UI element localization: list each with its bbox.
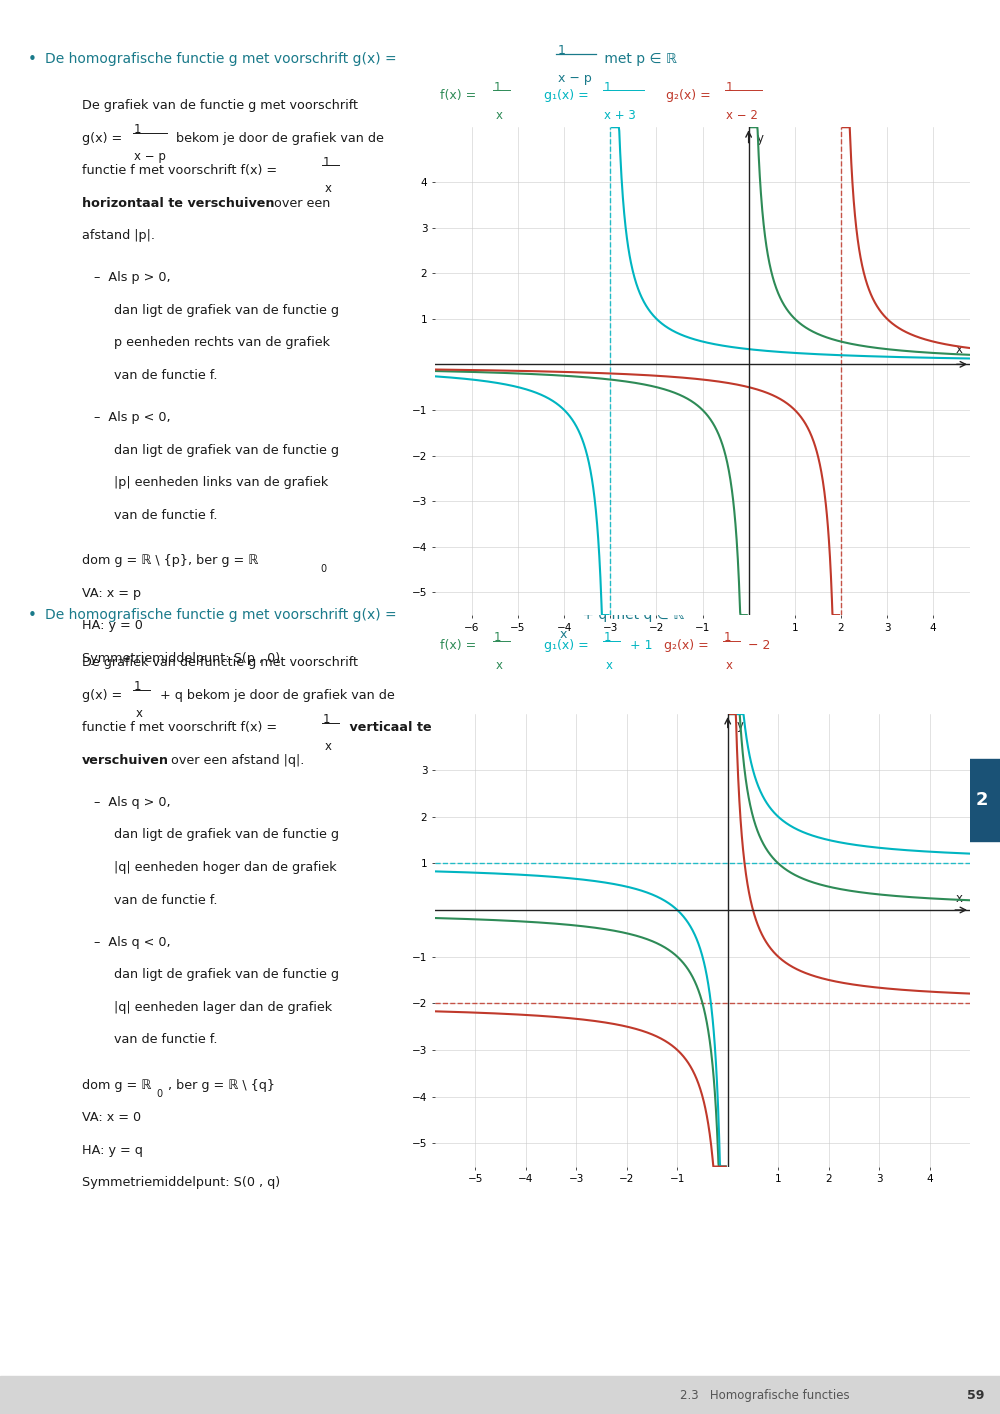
Text: + 1: + 1 [626,639,653,652]
Text: van de functie f.: van de functie f. [114,369,218,382]
Bar [963,759,1000,841]
Text: dom g = ℝ \ {p}, ber g = ℝ: dom g = ℝ \ {p}, ber g = ℝ [82,554,258,567]
Text: •: • [28,608,37,624]
Text: g₂(x) =: g₂(x) = [664,639,713,652]
Text: met p ∈ ℝ: met p ∈ ℝ [600,52,677,66]
Text: Symmetriemiddelpunt: S(p , 0): Symmetriemiddelpunt: S(p , 0) [82,652,280,665]
Text: |q| eenheden hoger dan de grafiek: |q| eenheden hoger dan de grafiek [114,861,337,874]
Text: x: x [956,344,963,356]
Text: |q| eenheden lager dan de grafiek: |q| eenheden lager dan de grafiek [114,1001,332,1014]
Text: 1: 1 [323,713,330,725]
Text: 1: 1 [604,631,612,643]
Text: horizontaal te verschuiven: horizontaal te verschuiven [82,197,274,209]
Text: 2.3   Homografische functies: 2.3 Homografische functies [680,1389,850,1403]
Text: verticaal te: verticaal te [345,721,432,734]
Text: x: x [496,109,503,122]
Text: De homografische functie g met voorschrift g(x) =: De homografische functie g met voorschri… [45,52,401,66]
Text: –  Als q < 0,: – Als q < 0, [94,936,171,949]
Bar [0,1376,1000,1414]
Text: over een: over een [270,197,330,209]
Text: De homografische functie g met voorschrift g(x) =: De homografische functie g met voorschri… [45,608,401,622]
Text: De grafiek van de functie g met voorschrift: De grafiek van de functie g met voorschr… [82,656,358,669]
Text: x: x [325,182,332,195]
Text: –  Als p > 0,: – Als p > 0, [94,271,171,284]
Text: dan ligt de grafiek van de functie g: dan ligt de grafiek van de functie g [114,304,339,317]
Text: + q bekom je door de grafiek van de: + q bekom je door de grafiek van de [156,689,395,701]
Text: x: x [136,707,143,720]
Text: g₁(x) =: g₁(x) = [544,639,593,652]
Text: dan ligt de grafiek van de functie g: dan ligt de grafiek van de functie g [114,969,339,981]
Text: 1: 1 [134,680,142,693]
Text: f(x) =: f(x) = [440,89,480,102]
Text: 1: 1 [558,44,566,57]
Text: p eenheden rechts van de grafiek: p eenheden rechts van de grafiek [114,337,330,349]
Text: functie f met voorschrift f(x) =: functie f met voorschrift f(x) = [82,721,281,734]
Text: − 2: − 2 [744,639,770,652]
Text: verschuiven: verschuiven [82,754,169,766]
Text: g₂(x) =: g₂(x) = [666,89,715,102]
Text: |p| eenheden links van de grafiek: |p| eenheden links van de grafiek [114,477,328,489]
Text: 1: 1 [604,81,612,93]
Text: afstand |p|.: afstand |p|. [82,229,155,242]
Text: VA: x = p: VA: x = p [82,587,141,600]
Text: HA: y = q: HA: y = q [82,1144,143,1157]
Text: van de functie f.: van de functie f. [114,894,218,906]
Text: 1: 1 [724,631,732,643]
Text: dom g = ℝ: dom g = ℝ [82,1079,151,1092]
Text: 1: 1 [726,81,734,93]
Text: van de functie f.: van de functie f. [114,1034,218,1046]
Text: g₁(x) =: g₁(x) = [544,89,593,102]
Text: –  Als q > 0,: – Als q > 0, [94,796,171,809]
Text: De grafiek van de functie g met voorschrift: De grafiek van de functie g met voorschr… [82,99,358,112]
Text: 59: 59 [967,1389,985,1403]
Text: x: x [726,659,733,672]
Text: y: y [757,132,764,144]
Text: –  Als p < 0,: – Als p < 0, [94,411,171,424]
Text: 1: 1 [323,156,330,168]
Text: x − p: x − p [558,72,592,85]
Text: functie f met voorschrift f(x) =: functie f met voorschrift f(x) = [82,164,281,177]
Text: 1: 1 [558,600,566,612]
Text: x + 3: x + 3 [604,109,636,122]
Text: 1: 1 [134,123,142,136]
Text: g(x) =: g(x) = [82,689,126,701]
Text: x: x [560,628,567,641]
Text: x − 2: x − 2 [726,109,758,122]
Text: y: y [737,718,744,731]
Text: f(x) =: f(x) = [440,639,480,652]
Text: + q met q ∈ ℝ: + q met q ∈ ℝ [578,608,684,622]
Text: bekom je door de grafiek van de: bekom je door de grafiek van de [172,132,384,144]
Text: dan ligt de grafiek van de functie g: dan ligt de grafiek van de functie g [114,829,339,841]
Text: dan ligt de grafiek van de functie g: dan ligt de grafiek van de functie g [114,444,339,457]
Text: , ber g = ℝ \ {q}: , ber g = ℝ \ {q} [168,1079,275,1092]
Text: g(x) =: g(x) = [82,132,126,144]
Text: x − p: x − p [134,150,166,163]
Text: 0: 0 [320,564,326,574]
Text: 1: 1 [494,81,502,93]
Text: x: x [325,740,332,752]
Text: Symmetriemiddelpunt: S(0 , q): Symmetriemiddelpunt: S(0 , q) [82,1176,280,1189]
Text: HA: y = 0: HA: y = 0 [82,619,143,632]
Text: over een afstand |q|.: over een afstand |q|. [167,754,304,766]
Text: x: x [496,659,503,672]
Text: 0: 0 [156,1089,162,1099]
Text: 2: 2 [975,792,988,809]
Text: x: x [606,659,613,672]
Text: 1: 1 [494,631,502,643]
Text: x: x [955,892,962,905]
Text: •: • [28,52,37,68]
Text: van de functie f.: van de functie f. [114,509,218,522]
Text: VA: x = 0: VA: x = 0 [82,1111,141,1124]
